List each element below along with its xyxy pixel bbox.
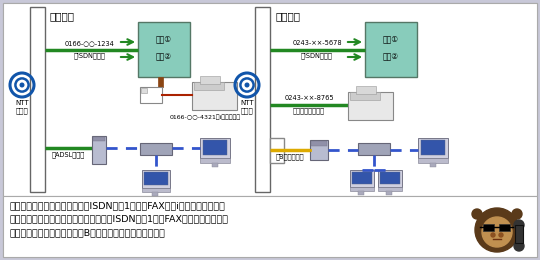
Bar: [310, 140, 328, 160]
Bar: [3, 3, 537, 196]
Bar: [212, 163, 218, 167]
Circle shape: [491, 233, 495, 237]
Bar: [200, 138, 230, 158]
Bar: [418, 158, 448, 163]
Bar: [144, 172, 168, 185]
Text: 【Bフレッツ】: 【Bフレッツ】: [276, 153, 304, 160]
Bar: [93, 137, 105, 141]
Bar: [418, 138, 448, 158]
Circle shape: [514, 220, 524, 230]
Bar: [350, 170, 374, 187]
Text: 【ISDN回線】: 【ISDN回線】: [301, 52, 333, 58]
Bar: [200, 158, 230, 163]
Text: 外線②: 外線②: [156, 52, 172, 61]
Bar: [152, 192, 158, 196]
Text: 0166-○○-1234: 0166-○○-1234: [65, 40, 115, 46]
Bar: [142, 170, 170, 188]
Text: 【アナログ回線】: 【アナログ回線】: [293, 107, 325, 114]
Text: NTT
東日本: NTT 東日本: [15, 100, 29, 114]
Text: 外線②: 外線②: [383, 52, 399, 61]
Bar: [348, 92, 393, 120]
Text: 0243-××-5678: 0243-××-5678: [292, 40, 342, 46]
Circle shape: [514, 241, 524, 251]
Bar: [200, 76, 220, 84]
Bar: [141, 88, 147, 93]
Circle shape: [20, 83, 24, 87]
Bar: [358, 191, 364, 195]
Bar: [192, 82, 237, 110]
Bar: [140, 87, 162, 103]
Bar: [386, 191, 392, 195]
Bar: [158, 77, 163, 87]
Bar: [92, 136, 106, 164]
Bar: [138, 22, 190, 77]
Bar: [378, 187, 402, 191]
Text: 外線①: 外線①: [156, 34, 172, 43]
Bar: [365, 22, 417, 77]
Circle shape: [245, 83, 249, 87]
Text: 0243-××-8765: 0243-××-8765: [284, 95, 334, 101]
Text: NTT
東日本: NTT 東日本: [240, 100, 254, 114]
Text: 【ADSL回線】: 【ADSL回線】: [51, 151, 85, 158]
Bar: [356, 86, 376, 94]
Bar: [421, 140, 445, 155]
Text: まず、旭川支店では、電話用にISDN回線1本と、FAX用にiナンバーを使って
います。次に、栃木支店では、電話用にISDN回線1本、FAX用にアナログ回線
を一: まず、旭川支店では、電話用にISDN回線1本と、FAX用にiナンバーを使って い…: [10, 201, 229, 237]
Bar: [255, 7, 270, 192]
Bar: [142, 188, 170, 192]
Bar: [350, 187, 374, 191]
Bar: [3, 196, 537, 257]
Text: 栃木支店: 栃木支店: [275, 11, 300, 21]
Bar: [194, 82, 224, 90]
Circle shape: [482, 217, 512, 247]
Bar: [203, 140, 227, 155]
Bar: [311, 141, 327, 146]
Bar: [352, 172, 372, 184]
Bar: [378, 170, 402, 187]
Bar: [140, 143, 172, 155]
Bar: [483, 224, 494, 231]
Bar: [515, 225, 523, 243]
Circle shape: [472, 209, 482, 219]
Bar: [358, 143, 390, 155]
Bar: [30, 7, 45, 192]
Bar: [499, 224, 510, 231]
Circle shape: [475, 208, 519, 252]
Bar: [350, 92, 380, 100]
Text: 旭川支店: 旭川支店: [50, 11, 75, 21]
Bar: [430, 163, 436, 167]
Circle shape: [512, 209, 522, 219]
Text: 外線①: 外線①: [383, 34, 399, 43]
Bar: [270, 138, 284, 163]
Text: 【ISDN回線】: 【ISDN回線】: [74, 52, 106, 58]
Bar: [380, 172, 400, 184]
Text: 0166-○○-4321（iナンバー）: 0166-○○-4321（iナンバー）: [170, 114, 240, 120]
Circle shape: [499, 233, 503, 237]
